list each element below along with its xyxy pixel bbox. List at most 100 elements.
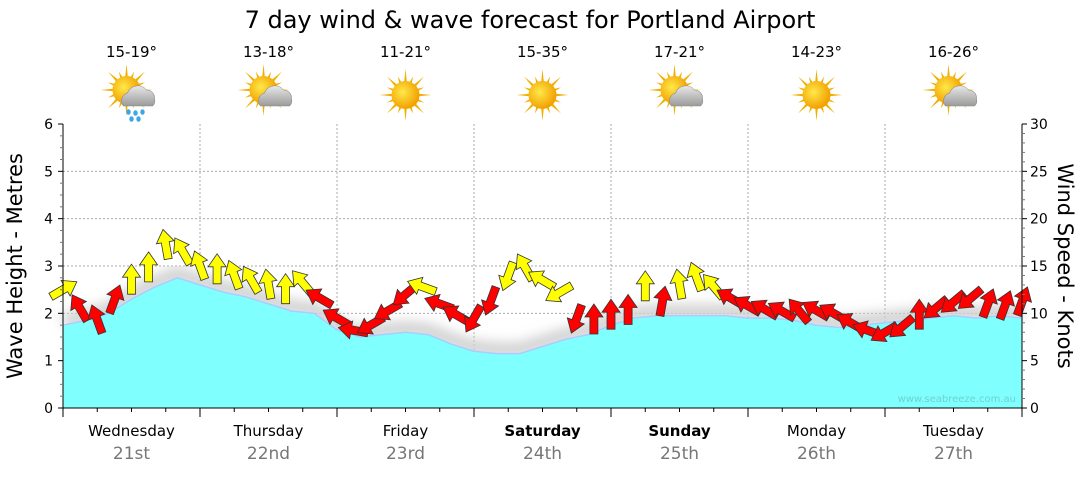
x-date-label: 26th [797,444,836,464]
cloud [943,85,978,107]
sun-cloud-icon [648,64,704,116]
sun-ray [673,64,676,79]
y-right-tick-label: 30 [1030,117,1048,133]
y-right-tick-label: 25 [1030,164,1048,180]
wind-arrow [995,290,1015,321]
sun-ray [549,102,561,114]
sun-ray [516,93,531,97]
x-day-label: Sunday [648,422,711,440]
sun-ray [823,76,835,88]
temperature-range: 14-23° [791,43,842,61]
watermark: www.seabreeze.com.au [898,394,1016,405]
sun-cloud-icon [237,64,293,116]
y-axis-right-label: Wind Speed - Knots [1053,163,1077,368]
sun-icon [790,69,843,121]
sun-ray [922,88,937,92]
sun-ray [379,93,394,97]
y-left-tick-label: 1 [44,354,53,370]
y-right-tick-label: 0 [1030,401,1039,417]
wind-arrow [750,299,780,321]
sun-ray [648,88,663,92]
rain-drop [136,116,141,122]
wind-arrow [669,268,689,300]
temperature-range: 15-35° [517,43,568,61]
wind-arrow [498,260,518,292]
temperature-range: 16-26° [928,43,979,61]
sun-cloud-rain-icon [100,64,156,122]
wind-arrow [258,268,278,300]
rain-drop [133,110,138,116]
sun-ray [930,71,942,83]
rain-drop [129,116,134,122]
sun-ray [404,106,407,121]
sun-icon [379,69,432,121]
wind-arrow [464,303,486,333]
y-left-tick-label: 0 [44,401,53,417]
temperature-range: 11-21° [380,43,431,61]
sun-ray [100,88,115,92]
wind-arrow [978,288,998,319]
sun-ray [404,69,407,84]
y-axis-left-label: Wave Height - Metres [3,153,27,379]
wave-area-fill [63,277,1022,408]
sun-ray [108,97,120,109]
cloud [258,85,293,107]
wind-arrow [305,288,335,310]
sun-disc [528,81,557,109]
sun-ray [930,97,942,109]
wind-arrow [686,261,706,293]
x-day-label: Wednesday [88,422,175,440]
sun-ray [823,102,835,114]
axes: 0 1 2 3 4 5 6 0 5 10 15 20 25 30 Wednesday 21st Thursday… [44,117,1048,464]
x-day-label: Tuesday [922,422,984,440]
x-day-label: Monday [787,422,846,440]
y-left-tick-label: 6 [44,117,53,133]
sun-ray [133,71,145,83]
sun-ray [541,69,544,84]
y-left-tick-label: 5 [44,164,53,180]
sun-ray [387,76,399,88]
x-day-label: Saturday [504,422,581,440]
y-left-tick-label: 2 [44,306,53,322]
sun-ray [656,71,668,83]
y-right-tick-label: 10 [1030,306,1048,322]
sun-ray [815,106,818,121]
wind-arrow [635,270,656,302]
wind-arrow [889,313,916,338]
wave-shadow [61,266,1023,357]
wind-arrow [618,293,638,325]
wind-arrow [224,259,244,291]
temperature-range: 17-21° [654,43,705,61]
wind-arrow [653,285,673,317]
wind-arrow [155,228,175,261]
wind-arrow [940,289,968,313]
wind-arrow [566,303,586,334]
wind-arrow [173,237,194,267]
wind-arrow [241,265,263,295]
cloud [121,85,156,107]
wind-arrow [105,284,125,316]
x-day-label: Friday [383,422,429,440]
wind-arrow [528,270,558,292]
x-date-label: 23rd [386,444,425,464]
wind-arrow [802,300,832,322]
sun-ray [262,64,265,79]
sun-disc [802,81,831,109]
sun-ray [955,71,967,83]
wind-arrow [957,285,985,309]
sun-ray [125,64,128,79]
sun-ray [656,97,668,109]
sun-ray [387,102,399,114]
sun-ray [108,71,120,83]
sun-ray [815,69,818,84]
sun-ray [798,76,810,88]
wind-arrow [207,253,227,285]
x-date-label: 24th [523,444,562,464]
sun-ray [554,93,569,97]
sun-ray [790,93,805,97]
wind-arrow [70,294,92,324]
sun-ray [245,71,257,83]
cloud [669,85,704,107]
sun-ray [541,106,544,121]
sun-ray [524,76,536,88]
